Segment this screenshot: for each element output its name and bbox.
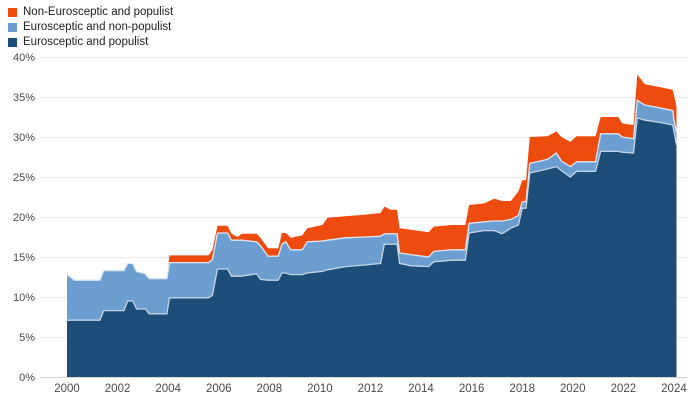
y-axis-tick-label: 30% — [13, 132, 35, 144]
legend-swatch-lightblue-icon — [8, 23, 17, 32]
x-axis-tick-label: 2004 — [155, 383, 181, 395]
x-axis-tick-label: 2002 — [105, 383, 131, 395]
y-axis-tick-label: 5% — [19, 332, 35, 344]
y-axis-tick-label: 25% — [13, 172, 35, 184]
y-axis-tick-label: 0% — [19, 372, 35, 384]
legend-item-eurosceptic-non-populist: Eurosceptic and non-populist — [8, 20, 173, 35]
legend-swatch-orange-icon — [8, 8, 17, 17]
x-axis-tick-label: 2010 — [307, 383, 333, 395]
y-axis-tick-label: 10% — [13, 292, 35, 304]
x-axis-tick-label: 2014 — [408, 383, 434, 395]
y-axis-tick-label: 20% — [13, 212, 35, 224]
x-axis-tick-label: 2006 — [206, 383, 232, 395]
legend-label: Eurosceptic and populist — [23, 36, 149, 48]
legend-item-non-eurosceptic-populist: Non-Eurosceptic and populist — [8, 5, 173, 20]
legend-label: Eurosceptic and non-populist — [23, 21, 172, 33]
chart-legend: Non-Eurosceptic and populist Eurosceptic… — [8, 5, 173, 50]
x-axis-tick-label: 2020 — [560, 383, 586, 395]
y-axis-tick-label: 35% — [13, 92, 35, 104]
x-axis-tick-label: 2012 — [358, 383, 384, 395]
x-axis-tick-label: 2008 — [257, 383, 283, 395]
legend-swatch-darkblue-icon — [8, 38, 17, 47]
x-axis-tick-label: 2018 — [509, 383, 535, 395]
legend-label: Non-Eurosceptic and populist — [23, 6, 174, 18]
x-axis-tick-label: 2016 — [459, 383, 485, 395]
x-axis-tick-label: 2024 — [661, 383, 687, 395]
y-axis-tick-label: 40% — [13, 52, 35, 64]
x-axis-tick-label: 2022 — [611, 383, 637, 395]
legend-item-eurosceptic-populist: Eurosceptic and populist — [8, 35, 173, 50]
y-axis-tick-label: 15% — [13, 252, 35, 264]
x-axis-tick-label: 2000 — [54, 383, 80, 395]
